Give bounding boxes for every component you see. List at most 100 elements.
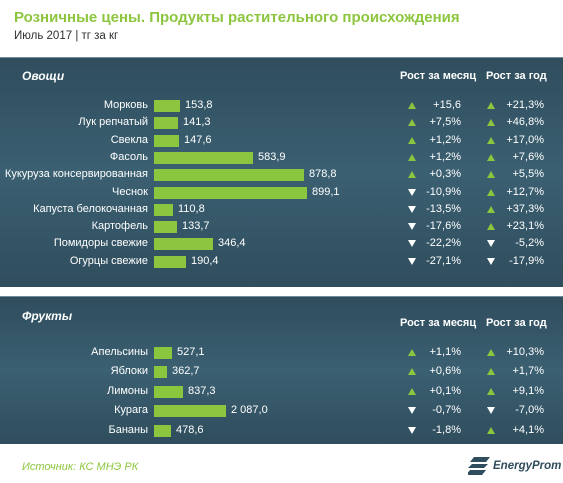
product-name: Чеснок	[112, 185, 148, 198]
table-row: Фасоль 583,9 +1,2% +7,6%	[0, 150, 563, 166]
price-bar	[154, 385, 183, 398]
year-change: -5,2%	[515, 237, 544, 250]
price-bar	[154, 255, 186, 268]
product-name: Лимоны	[106, 384, 148, 397]
month-arrow-up-icon	[408, 153, 416, 161]
year-arrow-up-icon	[487, 153, 495, 161]
month-arrow-down-icon	[408, 257, 416, 265]
product-name: Огурцы свежие	[69, 254, 148, 267]
year-arrow-up-icon	[487, 102, 495, 109]
year-change: +5,5%	[512, 168, 545, 181]
year-arrow-down-icon	[487, 240, 495, 248]
product-name: Свекла	[110, 133, 148, 146]
table-row: Апельсины 527,1 +1,1% +10,3%	[0, 345, 563, 361]
year-arrow-up-icon	[487, 387, 495, 395]
price-value: 527,1	[177, 346, 205, 358]
table-row: Лимоны 837,3 +0,1% +9,1%	[0, 384, 563, 400]
price-value: 878,8	[309, 168, 337, 181]
product-name: Фасоль	[109, 150, 148, 163]
month-change: -10,9%	[426, 185, 461, 198]
price-value: 153,8	[185, 99, 213, 111]
vegetables-panel: Овощи Рост за месяц Рост за год Морковь 1…	[0, 57, 563, 287]
year-arrow-up-icon	[487, 368, 495, 376]
table-row: Свекла 147,6 +1,2% +17,0%	[0, 133, 563, 149]
page-subtitle: Июль 2017 | тг за кг	[14, 30, 119, 42]
year-arrow-up-icon	[487, 119, 495, 127]
price-value: 583,9	[258, 150, 286, 163]
price-bar	[154, 100, 180, 112]
year-arrow-down-icon	[487, 407, 495, 415]
price-bar	[154, 366, 167, 379]
month-arrow-down-icon	[408, 426, 416, 434]
year-change: -17,9%	[509, 254, 544, 267]
month-change: -27,1%	[426, 254, 461, 267]
price-value: 133,7	[182, 220, 210, 233]
energyprom-logo-icon	[468, 457, 490, 475]
energyprom-logo: EnergyProm	[468, 456, 561, 476]
month-change: -0,7%	[432, 404, 461, 417]
table-row: Помидоры свежие 346,4 -22,2% -5,2%	[0, 236, 563, 252]
month-arrow-up-icon	[408, 102, 416, 109]
year-change: +12,7%	[506, 185, 544, 198]
page-title: Розничные цены. Продукты растительного п…	[14, 9, 460, 26]
product-name: Морковь	[103, 99, 148, 111]
month-arrow-down-icon	[408, 407, 416, 415]
month-change: -22,2%	[426, 237, 461, 250]
year-arrow-up-icon	[487, 426, 495, 434]
month-arrow-up-icon	[408, 387, 416, 395]
price-value: 141,3	[183, 116, 211, 129]
year-change: +37,3%	[506, 202, 544, 215]
month-change: -17,6%	[426, 220, 461, 233]
year-change: +10,3%	[506, 346, 544, 358]
table-row: Чеснок 899,1 -10,9% +12,7%	[0, 185, 563, 201]
product-name: Помидоры свежие	[53, 237, 148, 250]
month-change: +15,6	[433, 99, 461, 111]
year-arrow-up-icon	[487, 171, 495, 179]
price-value: 2 087,0	[231, 404, 268, 417]
price-bar	[154, 117, 178, 130]
year-change: -7,0%	[515, 404, 544, 417]
year-change: +23,1%	[506, 220, 544, 233]
price-value: 147,6	[184, 133, 212, 146]
year-arrow-up-icon	[487, 223, 495, 231]
year-change: +21,3%	[506, 99, 544, 111]
fruits-panel: Фрукты Рост за месяц Рост за год Апельси…	[0, 296, 563, 444]
year-change: +1,7%	[512, 365, 545, 378]
month-arrow-up-icon	[408, 119, 416, 127]
year-growth-header: Рост за год	[486, 70, 547, 82]
month-arrow-up-icon	[408, 349, 416, 356]
month-change: -1,8%	[432, 423, 461, 436]
price-bar	[154, 221, 177, 234]
month-arrow-down-icon	[408, 205, 416, 213]
table-row: Лук репчатый 141,3 +7,5% +46,8%	[0, 115, 563, 131]
month-arrow-down-icon	[408, 240, 416, 248]
month-growth-header: Рост за месяц	[400, 317, 477, 329]
month-change: +7,5%	[429, 116, 462, 129]
table-row: Яблоки 362,7 +0,6% +1,7%	[0, 364, 563, 380]
fruits-section-title: Фрукты	[22, 309, 73, 323]
year-change: +7,6%	[512, 150, 545, 163]
price-bar	[154, 203, 173, 216]
table-row: Картофель 133,7 -17,6% +23,1%	[0, 219, 563, 235]
year-change: +46,8%	[506, 116, 544, 129]
product-name: Картофель	[91, 220, 148, 233]
table-row: Капуста белокочанная 110,8 -13,5% +37,3%	[0, 202, 563, 218]
month-change: +0,6%	[429, 365, 462, 378]
price-value: 837,3	[188, 384, 216, 397]
month-growth-header: Рост за месяц	[400, 70, 477, 82]
year-arrow-up-icon	[487, 205, 495, 213]
month-arrow-down-icon	[408, 223, 416, 231]
year-change: +4,1%	[512, 423, 545, 436]
month-change: +0,1%	[429, 384, 462, 397]
year-arrow-down-icon	[487, 257, 495, 265]
price-value: 346,4	[218, 237, 246, 250]
price-bar	[154, 405, 226, 418]
product-name: Капуста белокочанная	[33, 202, 148, 215]
price-value: 478,6	[176, 423, 204, 436]
price-value: 899,1	[312, 185, 340, 198]
year-change: +17,0%	[506, 133, 544, 146]
table-row: Кукуруза консервированная 878,8 +0,3% +5,5%	[0, 167, 563, 183]
price-bar	[154, 186, 307, 199]
year-growth-header: Рост за год	[486, 317, 547, 329]
